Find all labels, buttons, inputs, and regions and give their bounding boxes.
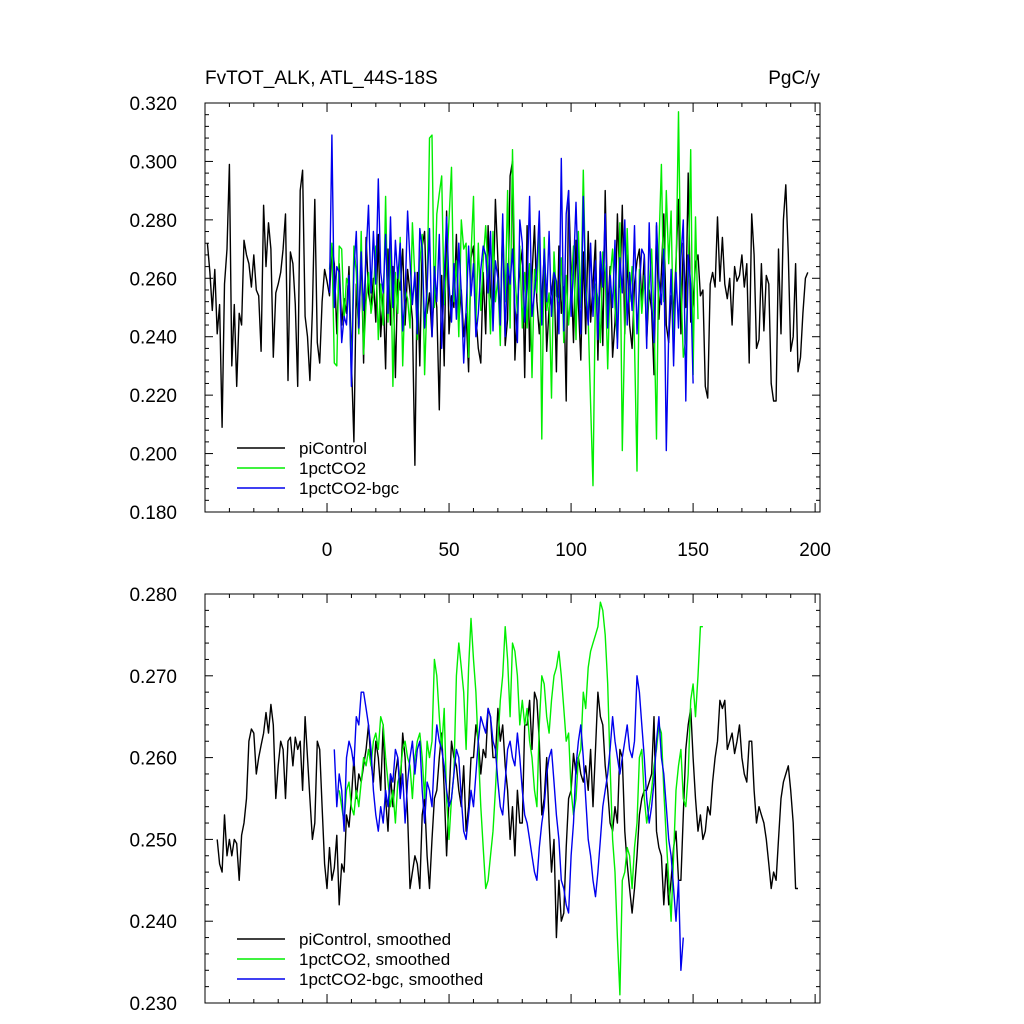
y-tick-label: 0.260 (129, 749, 177, 770)
y-tick-label: 0.280 (129, 211, 177, 232)
y-tick-label: 0.300 (129, 152, 177, 173)
y-tick-label: 0.220 (129, 386, 177, 407)
x-tick-label: 150 (677, 540, 709, 561)
series-line-1-2 (333, 675, 684, 971)
bottom-plot-frame (204, 593, 821, 1004)
bottom-axis-layer: 0.230 0.240 0.250 0.260 0.270 0.280 (129, 585, 820, 1015)
series-line-0-0 (206, 160, 809, 466)
top-panel: FvTOT_ALK, ATL_44S-18S PgC/y 0.1800.2000… (129, 68, 831, 561)
legend-label: 1pctCO2, smoothed (299, 950, 450, 969)
legend-label: piControl, smoothed (299, 930, 451, 949)
y-tick-label: 0.270 (129, 667, 177, 688)
x-tick-label: 50 (438, 540, 459, 561)
y-tick-label: 0.320 (129, 94, 177, 115)
top-panel-title: FvTOT_ALK, ATL_44S-18S (205, 68, 438, 89)
x-tick-label: 0 (322, 540, 333, 561)
y-tick-label: 0.240 (129, 328, 177, 349)
legend-label: 1pctCO2 (299, 459, 366, 478)
top-plot-frame (204, 102, 821, 513)
x-tick-label: 100 (555, 540, 587, 561)
series-line-0-2 (328, 134, 694, 452)
x-tick-label: 200 (799, 540, 831, 561)
series-line-1-1 (338, 601, 703, 996)
legend-label: piControl (299, 439, 367, 458)
bottom-series-layer (216, 601, 798, 996)
top-axis-layer: 0.180 0.200 0.220 0.240 0.260 0.280 0.300 0.320… (129, 94, 831, 561)
y-tick-label: 0.280 (129, 585, 177, 606)
top-series-layer (206, 111, 809, 487)
y-tick-label: 0.230 (129, 994, 177, 1015)
top-panel-units: PgC/y (768, 68, 820, 89)
bottom-panel: 0.230 0.240 0.250 0.260 0.270 0.280 piControl… (129, 585, 821, 1015)
y-tick-label: 0.200 (129, 445, 177, 466)
legend-label: 1pctCO2-bgc (299, 479, 400, 498)
y-tick-label: 0.240 (129, 912, 177, 933)
y-tick-label: 0.260 (129, 269, 177, 290)
series-line-1-0 (216, 691, 798, 939)
y-tick-label: 0.180 (129, 503, 177, 524)
legend-label: 1pctCO2-bgc, smoothed (299, 970, 483, 989)
series-line-0-1 (328, 111, 699, 487)
y-tick-label: 0.250 (129, 830, 177, 851)
